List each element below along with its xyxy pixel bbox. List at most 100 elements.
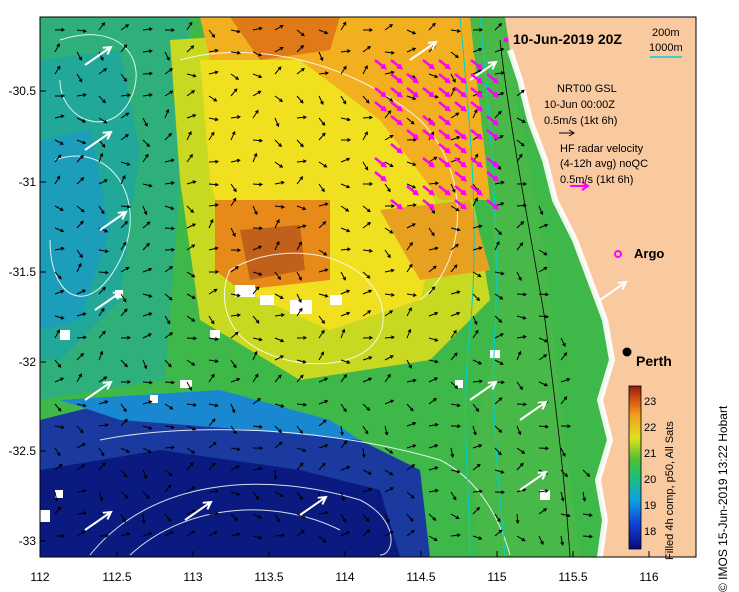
velocity-arrow — [274, 513, 280, 523]
velocity-arrow — [76, 488, 87, 493]
velocity-arrow — [438, 157, 452, 168]
velocity-arrow — [164, 51, 170, 61]
velocity-arrow — [428, 311, 439, 317]
velocity-arrow — [472, 47, 483, 53]
velocity-arrow — [318, 202, 329, 207]
velocity-arrow — [208, 403, 219, 408]
velocity-arrow — [98, 139, 106, 148]
velocity-arrow — [120, 513, 126, 523]
velocity-arrow — [362, 131, 368, 141]
velocity-arrow — [142, 491, 151, 500]
velocity-arrow — [230, 227, 236, 237]
velocity-arrow — [230, 425, 237, 435]
velocity-arrow — [164, 425, 175, 429]
velocity-arrow — [454, 129, 468, 140]
velocity-arrow — [296, 241, 302, 251]
velocity-arrow — [164, 265, 174, 273]
velocity-arrow — [164, 158, 175, 163]
velocity-arrow — [142, 139, 151, 148]
velocity-arrow — [186, 180, 197, 185]
velocity-arrow — [296, 29, 305, 37]
velocity-arrow — [274, 117, 280, 128]
velocity-arrow — [438, 185, 452, 196]
velocity-arrow — [98, 68, 108, 75]
y-tick-label: -33 — [18, 534, 36, 548]
velocity-arrow — [274, 180, 285, 185]
velocity-arrow — [186, 153, 193, 163]
velocity-arrow — [516, 139, 525, 147]
velocity-arrow — [560, 491, 565, 502]
velocity-arrow — [54, 506, 62, 515]
velocity-arrow — [472, 108, 478, 119]
velocity-arrow — [186, 447, 196, 454]
velocity-arrow — [208, 531, 218, 537]
velocity-arrow — [406, 161, 417, 166]
velocity-arrow — [208, 337, 219, 341]
velocity-arrow — [252, 466, 263, 471]
velocity-arrow — [120, 469, 128, 478]
velocity-arrow — [76, 262, 82, 273]
velocity-arrow — [186, 402, 197, 407]
velocity-arrow — [516, 535, 526, 542]
velocity-arrow — [164, 132, 173, 141]
velocity-arrow — [384, 50, 395, 55]
velocity-arrow — [472, 444, 483, 449]
velocity-arrow — [428, 265, 437, 273]
velocity-arrow — [560, 469, 569, 478]
velocity-arrow — [230, 403, 236, 414]
velocity-arrow — [374, 101, 388, 112]
velocity-arrow — [384, 469, 394, 476]
velocity-arrow — [516, 203, 527, 208]
velocity-arrow — [406, 241, 413, 251]
velocity-arrow — [374, 87, 388, 98]
velocity-arrow — [98, 350, 104, 361]
velocity-arrow — [494, 240, 500, 251]
velocity-arrow — [390, 143, 404, 154]
velocity-arrow — [98, 400, 109, 405]
velocity-arrow — [538, 446, 550, 451]
velocity-arrow — [98, 95, 106, 104]
velocity-arrow — [450, 447, 455, 458]
velocity-arrow — [98, 249, 109, 253]
velocity-arrow — [296, 67, 305, 75]
velocity-arrow — [516, 488, 527, 493]
velocity-arrow — [450, 381, 459, 389]
velocity-arrow — [54, 65, 61, 75]
colorbar-label: Filled 4h comp, p50, All Sats — [664, 421, 676, 560]
velocity-arrow — [340, 95, 347, 105]
velocity-arrow — [438, 143, 452, 154]
velocity-arrow — [560, 377, 571, 383]
velocity-arrow — [450, 513, 460, 520]
velocity-arrow — [384, 249, 391, 259]
velocity-arrow — [230, 465, 240, 471]
velocity-arrow — [406, 421, 417, 427]
velocity-arrow — [362, 335, 374, 340]
velocity-arrow — [164, 90, 174, 97]
velocity-arrow — [208, 203, 219, 207]
velocity-arrow — [186, 530, 196, 537]
velocity-arrow — [273, 469, 278, 481]
velocity-arrow — [384, 24, 394, 31]
velocity-arrow — [362, 425, 369, 435]
radar-subtitle: (4-12h avg) noQC — [560, 158, 649, 170]
velocity-arrow — [340, 271, 346, 281]
velocity-arrow — [438, 87, 452, 98]
velocity-arrow — [362, 377, 373, 383]
velocity-arrow — [362, 289, 373, 295]
velocity-arrow — [340, 425, 344, 436]
velocity-arrow — [340, 513, 347, 523]
velocity-arrow — [422, 87, 436, 98]
velocity-arrow — [494, 227, 503, 236]
velocity-arrow — [472, 359, 483, 365]
velocity-arrow — [142, 380, 153, 385]
velocity-arrow — [362, 65, 368, 75]
velocity-arrow — [494, 513, 501, 523]
velocity-arrow — [230, 50, 241, 55]
velocity-arrow — [362, 161, 369, 171]
velocity-arrow — [274, 313, 285, 317]
velocity-arrow — [384, 183, 391, 193]
perth-label: Perth — [636, 353, 672, 369]
velocity-arrow — [164, 531, 174, 537]
velocity-arrow — [538, 337, 549, 343]
velocity-arrow — [450, 264, 458, 273]
